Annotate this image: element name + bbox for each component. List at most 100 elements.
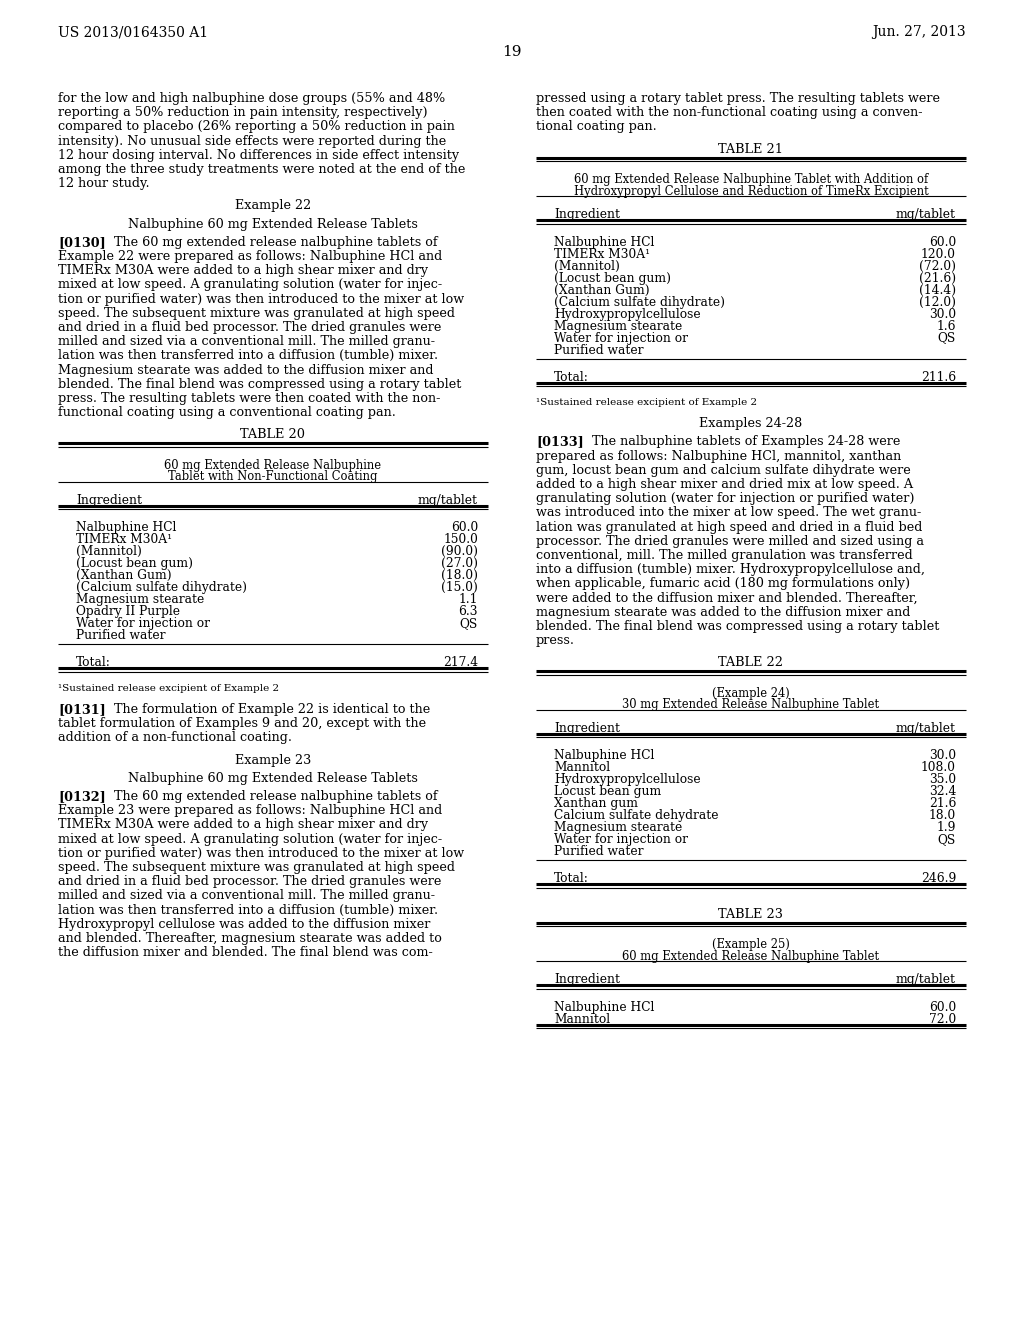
Text: Magnesium stearate: Magnesium stearate <box>554 821 682 834</box>
Text: addition of a non-functional coating.: addition of a non-functional coating. <box>58 731 292 744</box>
Text: among the three study treatments were noted at the end of the: among the three study treatments were no… <box>58 162 465 176</box>
Text: (Example 25): (Example 25) <box>712 939 790 952</box>
Text: 18.0: 18.0 <box>929 809 956 822</box>
Text: 35.0: 35.0 <box>929 774 956 787</box>
Text: the diffusion mixer and blended. The final blend was com-: the diffusion mixer and blended. The fin… <box>58 946 433 960</box>
Text: blended. The final blend was compressed using a rotary tablet: blended. The final blend was compressed … <box>58 378 462 391</box>
Text: were added to the diffusion mixer and blended. Thereafter,: were added to the diffusion mixer and bl… <box>536 591 918 605</box>
Text: and dried in a fluid bed processor. The dried granules were: and dried in a fluid bed processor. The … <box>58 875 441 888</box>
Text: 60 mg Extended Release Nalbuphine Tablet with Addition of: 60 mg Extended Release Nalbuphine Tablet… <box>573 173 928 186</box>
Text: Water for injection or: Water for injection or <box>554 331 688 345</box>
Text: Purified water: Purified water <box>554 343 643 356</box>
Text: speed. The subsequent mixture was granulated at high speed: speed. The subsequent mixture was granul… <box>58 861 455 874</box>
Text: Mannitol: Mannitol <box>554 1012 610 1026</box>
Text: (72.0): (72.0) <box>919 260 956 273</box>
Text: Hydroxypropylcellulose: Hydroxypropylcellulose <box>554 774 700 787</box>
Text: tional coating pan.: tional coating pan. <box>536 120 656 133</box>
Text: Opadry II Purple: Opadry II Purple <box>76 606 180 618</box>
Text: magnesium stearate was added to the diffusion mixer and: magnesium stearate was added to the diff… <box>536 606 910 619</box>
Text: 30.0: 30.0 <box>929 308 956 321</box>
Text: Locust bean gum: Locust bean gum <box>554 785 662 799</box>
Text: press.: press. <box>536 634 575 647</box>
Text: Water for injection or: Water for injection or <box>76 618 210 631</box>
Text: (90.0): (90.0) <box>441 545 478 558</box>
Text: tion or purified water) was then introduced to the mixer at low: tion or purified water) was then introdu… <box>58 846 464 859</box>
Text: 60.0: 60.0 <box>929 235 956 248</box>
Text: Nalbuphine HCl: Nalbuphine HCl <box>76 521 176 535</box>
Text: TABLE 20: TABLE 20 <box>241 429 305 441</box>
Text: Magnesium stearate: Magnesium stearate <box>76 594 204 606</box>
Text: Jun. 27, 2013: Jun. 27, 2013 <box>872 25 966 40</box>
Text: [0133]: [0133] <box>536 436 584 449</box>
Text: milled and sized via a conventional mill. The milled granu-: milled and sized via a conventional mill… <box>58 335 435 348</box>
Text: The 60 mg extended release nalbuphine tablets of: The 60 mg extended release nalbuphine ta… <box>102 236 437 248</box>
Text: mixed at low speed. A granulating solution (water for injec-: mixed at low speed. A granulating soluti… <box>58 833 442 846</box>
Text: (21.6): (21.6) <box>919 272 956 285</box>
Text: reporting a 50% reduction in pain intensity, respectively): reporting a 50% reduction in pain intens… <box>58 106 428 119</box>
Text: 19: 19 <box>502 45 522 59</box>
Text: 108.0: 108.0 <box>921 762 956 775</box>
Text: lation was granulated at high speed and dried in a fluid bed: lation was granulated at high speed and … <box>536 520 923 533</box>
Text: blended. The final blend was compressed using a rotary tablet: blended. The final blend was compressed … <box>536 620 939 632</box>
Text: (15.0): (15.0) <box>441 581 478 594</box>
Text: Ingredient: Ingredient <box>554 722 620 735</box>
Text: milled and sized via a conventional mill. The milled granu-: milled and sized via a conventional mill… <box>58 890 435 903</box>
Text: Tablet with Non-Functional Coating: Tablet with Non-Functional Coating <box>168 470 378 483</box>
Text: 1.6: 1.6 <box>937 319 956 333</box>
Text: (Locust bean gum): (Locust bean gum) <box>554 272 671 285</box>
Text: TIMERx M30A¹: TIMERx M30A¹ <box>76 533 172 546</box>
Text: Example 23: Example 23 <box>234 754 311 767</box>
Text: (27.0): (27.0) <box>441 557 478 570</box>
Text: tion or purified water) was then introduced to the mixer at low: tion or purified water) was then introdu… <box>58 293 464 306</box>
Text: TIMERx M30A were added to a high shear mixer and dry: TIMERx M30A were added to a high shear m… <box>58 264 428 277</box>
Text: intensity). No unusual side effects were reported during the: intensity). No unusual side effects were… <box>58 135 446 148</box>
Text: TABLE 22: TABLE 22 <box>719 656 783 669</box>
Text: when applicable, fumaric acid (180 mg formulations only): when applicable, fumaric acid (180 mg fo… <box>536 577 910 590</box>
Text: [0132]: [0132] <box>58 789 105 803</box>
Text: functional coating using a conventional coating pan.: functional coating using a conventional … <box>58 407 396 420</box>
Text: Ingredient: Ingredient <box>554 209 620 222</box>
Text: 32.4: 32.4 <box>929 785 956 799</box>
Text: Ingredient: Ingredient <box>76 494 142 507</box>
Text: 30.0: 30.0 <box>929 750 956 763</box>
Text: The formulation of Example 22 is identical to the: The formulation of Example 22 is identic… <box>102 704 430 715</box>
Text: 217.4: 217.4 <box>442 656 478 669</box>
Text: mg/tablet: mg/tablet <box>896 209 956 222</box>
Text: Purified water: Purified water <box>76 630 166 643</box>
Text: QS: QS <box>938 331 956 345</box>
Text: 246.9: 246.9 <box>921 873 956 886</box>
Text: Nalbuphine HCl: Nalbuphine HCl <box>554 235 654 248</box>
Text: and dried in a fluid bed processor. The dried granules were: and dried in a fluid bed processor. The … <box>58 321 441 334</box>
Text: Purified water: Purified water <box>554 845 643 858</box>
Text: Example 22: Example 22 <box>234 199 311 213</box>
Text: (Locust bean gum): (Locust bean gum) <box>76 557 193 570</box>
Text: added to a high shear mixer and dried mix at low speed. A: added to a high shear mixer and dried mi… <box>536 478 913 491</box>
Text: 60.0: 60.0 <box>929 1001 956 1014</box>
Text: tablet formulation of Examples 9 and 20, except with the: tablet formulation of Examples 9 and 20,… <box>58 717 426 730</box>
Text: Hydroxypropylcellulose: Hydroxypropylcellulose <box>554 308 700 321</box>
Text: 120.0: 120.0 <box>921 248 956 260</box>
Text: Nalbuphine HCl: Nalbuphine HCl <box>554 1001 654 1014</box>
Text: prepared as follows: Nalbuphine HCl, mannitol, xanthan: prepared as follows: Nalbuphine HCl, man… <box>536 450 901 462</box>
Text: Total:: Total: <box>76 656 111 669</box>
Text: gum, locust bean gum and calcium sulfate dihydrate were: gum, locust bean gum and calcium sulfate… <box>536 463 910 477</box>
Text: Magnesium stearate was added to the diffusion mixer and: Magnesium stearate was added to the diff… <box>58 363 433 376</box>
Text: US 2013/0164350 A1: US 2013/0164350 A1 <box>58 25 208 40</box>
Text: Nalbuphine HCl: Nalbuphine HCl <box>554 750 654 763</box>
Text: 150.0: 150.0 <box>443 533 478 546</box>
Text: processor. The dried granules were milled and sized using a: processor. The dried granules were mille… <box>536 535 924 548</box>
Text: (12.0): (12.0) <box>919 296 956 309</box>
Text: 60 mg Extended Release Nalbuphine Tablet: 60 mg Extended Release Nalbuphine Tablet <box>623 950 880 962</box>
Text: mg/tablet: mg/tablet <box>896 973 956 986</box>
Text: mg/tablet: mg/tablet <box>418 494 478 507</box>
Text: (Calcium sulfate dihydrate): (Calcium sulfate dihydrate) <box>554 296 725 309</box>
Text: mg/tablet: mg/tablet <box>896 722 956 735</box>
Text: (Mannitol): (Mannitol) <box>554 260 620 273</box>
Text: Example 23 were prepared as follows: Nalbuphine HCl and: Example 23 were prepared as follows: Nal… <box>58 804 442 817</box>
Text: QS: QS <box>460 618 478 631</box>
Text: 60.0: 60.0 <box>451 521 478 535</box>
Text: (18.0): (18.0) <box>441 569 478 582</box>
Text: 12 hour study.: 12 hour study. <box>58 177 150 190</box>
Text: (Mannitol): (Mannitol) <box>76 545 142 558</box>
Text: 21.6: 21.6 <box>929 797 956 810</box>
